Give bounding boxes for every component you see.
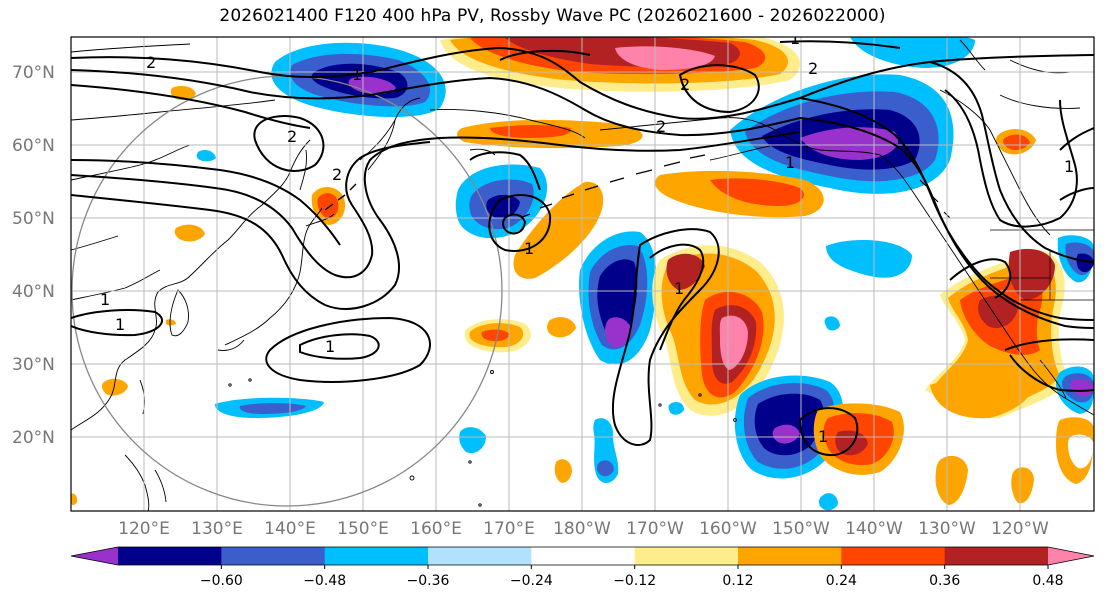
lon-label: 180°W — [553, 519, 611, 539]
contour-label: 1 — [674, 279, 684, 298]
neg-anomaly-140w-45n — [826, 239, 912, 278]
lat-label: 50°N — [12, 209, 55, 229]
pos-anomaly-140w-22n — [813, 403, 904, 475]
contour-labels: 2 1 2 2 2 2 1 2 1 1 1 1 1 1 1 1 — [100, 29, 1074, 446]
neg-anomaly-148e-25n — [214, 397, 324, 418]
colorbar-tick-label: −0.24 — [510, 573, 553, 589]
lon-label: 150°E — [337, 519, 389, 539]
neg-anomaly-small-g — [818, 493, 838, 511]
neg-anomaly-small-b — [459, 427, 486, 454]
lon-label: 160°E — [410, 519, 462, 539]
pos-anomaly-small-d — [554, 459, 572, 483]
contour-label: 1 — [785, 153, 795, 172]
colorbar-segment — [634, 547, 739, 565]
pos-anomaly-arctic — [440, 37, 800, 92]
contour-label: 1 — [100, 290, 110, 309]
pos-anomaly-hawaii-north — [652, 245, 784, 416]
pv-contours — [71, 40, 1094, 457]
lon-label: 120°W — [991, 519, 1049, 539]
pos-anomaly-small-a — [547, 317, 576, 338]
colorbar-segment — [324, 547, 429, 565]
plot-frame — [70, 36, 1095, 512]
contour-label: 2 — [808, 59, 818, 78]
lon-label: 130°E — [191, 519, 243, 539]
colorbar-tick-label: −0.60 — [200, 573, 243, 589]
contour-label: 2 — [287, 127, 297, 146]
contour-label: 2 — [680, 75, 690, 94]
contour-label: 1 — [352, 65, 362, 84]
colorbar-tick-label: 0.24 — [826, 573, 857, 589]
pos-anomaly-aleutian — [655, 170, 824, 218]
lon-label: 120°E — [118, 519, 170, 539]
colorbar-segment — [118, 547, 222, 565]
lon-label: 130°W — [918, 519, 976, 539]
colorbar-tick-label: 0.12 — [722, 573, 753, 589]
contour-label: 1 — [524, 239, 534, 258]
lon-label: 150°W — [772, 519, 830, 539]
neg-anomaly-small-e — [668, 402, 684, 415]
colorbar-tick-label: −0.48 — [303, 573, 346, 589]
colorbar-segment — [944, 547, 1049, 565]
contour-label: 1 — [115, 315, 125, 334]
colorbar-outline — [70, 546, 1095, 566]
colorbar-extend-max — [1048, 547, 1094, 565]
contour-label: 1 — [818, 427, 828, 446]
pos-anomaly-manchuria — [174, 224, 205, 242]
colorbar-segment — [738, 547, 842, 565]
pos-anomaly-central-pacific — [513, 181, 604, 279]
pv-anomaly-fills — [71, 37, 1094, 511]
colorbar-tick-label: 0.48 — [1032, 573, 1063, 589]
lon-label: 170°E — [483, 519, 535, 539]
pos-anomaly-us-west-coast — [925, 248, 1070, 419]
lat-label: 60°N — [12, 136, 55, 156]
lon-label: 160°W — [699, 519, 757, 539]
contour-label: 2 — [146, 53, 156, 72]
pos-anomaly-small-h — [935, 455, 968, 505]
lon-label: 170°W — [626, 519, 684, 539]
contour-label: 2 — [656, 117, 666, 136]
lat-label: 70°N — [12, 63, 55, 83]
colorbar-extend-min — [71, 547, 118, 565]
pos-anomaly-small-j — [71, 493, 78, 505]
contour-label: 1 — [325, 337, 335, 356]
neg-anomaly-hawaii-east — [734, 375, 844, 479]
neg-anomaly-small-f — [824, 316, 840, 331]
contour-label: 1 — [1064, 157, 1074, 176]
colorbar-tick-label: −0.36 — [407, 573, 450, 589]
colorbar-segment — [841, 547, 946, 565]
pos-anomaly-130w-25n — [930, 374, 1033, 419]
map-title: 2026021400 F120 400 hPa PV, Rossby Wave … — [219, 6, 886, 26]
contour-label: 1 — [790, 29, 800, 48]
pos-anomaly-bering-strip — [457, 119, 643, 149]
colorbar-segment — [428, 547, 532, 565]
lat-label: 30°N — [12, 355, 55, 375]
colorbar-tick-label: −0.12 — [613, 573, 656, 589]
lon-label: 140°E — [264, 519, 316, 539]
lat-label: 40°N — [12, 282, 55, 302]
lon-label: 140°W — [845, 519, 903, 539]
colorbar: −0.60 −0.48 −0.36 −0.24 −0.12 0.12 0.24 0.36 0.4… — [70, 546, 1095, 589]
neg-anomaly-small-k — [196, 150, 216, 162]
contour-label: 2 — [332, 165, 342, 184]
longitude-labels: 120°E 130°E 140°E 150°E 160°E 170°E 180°… — [118, 519, 1049, 539]
colorbar-tick-label: 0.36 — [929, 573, 960, 589]
pos-anomaly-south-china — [102, 378, 128, 396]
pos-anomaly-small-i — [1011, 467, 1034, 504]
colorbar-segment — [531, 547, 636, 565]
colorbar-segment — [221, 547, 326, 565]
lat-label: 20°N — [12, 428, 55, 448]
latitude-labels: 70°N 60°N 50°N 40°N 30°N 20°N — [12, 63, 55, 448]
